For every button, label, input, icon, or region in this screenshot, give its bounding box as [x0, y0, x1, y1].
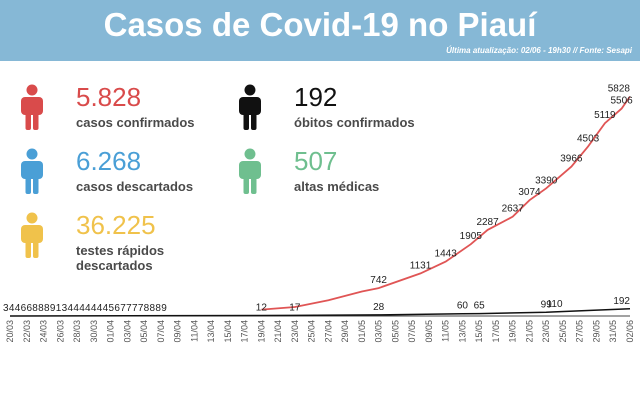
data-label: 28 — [373, 302, 385, 313]
update-subtitle: Última atualização: 02/06 - 19h30 // Fon… — [446, 46, 632, 55]
x-tick-label: 24/03 — [39, 320, 49, 343]
x-tick-label: 29/05 — [591, 320, 601, 343]
x-tick-label: 27/04 — [323, 320, 333, 343]
data-label: 3966 — [560, 154, 583, 165]
x-tick-label: 07/04 — [156, 320, 166, 343]
header-banner: Casos de Covid-19 no Piauí Última atuali… — [0, 0, 640, 61]
x-tick-label: 20/03 — [5, 320, 15, 343]
data-label: 99 — [541, 299, 553, 310]
x-tick-label: 09/04 — [173, 320, 183, 343]
x-tick-label: 05/04 — [139, 320, 149, 343]
x-tick-label: 11/05 — [441, 320, 451, 342]
x-tick-label: 01/05 — [357, 320, 367, 343]
x-tick-label: 26/03 — [55, 320, 65, 343]
stat-label: testes rápidos descartados — [76, 243, 165, 273]
x-tick-label: 25/05 — [558, 320, 568, 343]
data-label: 1131 — [410, 260, 432, 271]
data-label: 742 — [370, 275, 387, 286]
x-tick-label: 02/06 — [625, 320, 635, 343]
x-tick-label: 17/04 — [240, 320, 250, 343]
x-tick-label: 09/05 — [424, 320, 434, 343]
x-tick-label: 01/04 — [106, 320, 116, 343]
series-line — [261, 95, 631, 311]
stat-label: casos confirmados — [76, 115, 195, 130]
x-tick-label: 11/04 — [189, 320, 199, 342]
x-tick-label: 05/05 — [390, 320, 400, 343]
data-label: 4503 — [577, 133, 600, 144]
x-tick-label: 17/05 — [491, 320, 501, 343]
data-label: 3074 — [518, 187, 541, 198]
data-label: 1905 — [460, 231, 483, 242]
stat-label: altas médicas — [294, 179, 380, 194]
x-tick-label: 03/04 — [122, 320, 132, 343]
page-title: Casos de Covid-19 no Piauí — [103, 6, 537, 43]
x-tick-label: 13/05 — [457, 320, 467, 343]
x-tick-label: 19/04 — [256, 320, 266, 343]
stat-value: 507 — [294, 146, 338, 176]
data-label: 12 — [256, 303, 268, 314]
person-icon — [239, 148, 261, 194]
x-tick-label: 07/05 — [407, 320, 417, 343]
x-tick-label: 19/05 — [508, 320, 518, 343]
early-values-labels: 3446688891344444445677778889 — [3, 303, 167, 314]
data-label: 110 — [547, 299, 563, 310]
x-tick-label: 28/03 — [72, 320, 82, 343]
x-tick-label: 27/05 — [575, 320, 585, 343]
data-label: 5119 — [594, 110, 616, 121]
data-label: 192 — [613, 296, 630, 307]
data-label: 1443 — [435, 249, 458, 260]
x-tick-label: 13/04 — [206, 320, 216, 343]
data-label: 5828 — [608, 83, 631, 94]
data-label: 65 — [474, 301, 486, 312]
x-tick-label: 30/03 — [89, 320, 99, 343]
stat-label: casos descartados — [76, 179, 194, 194]
data-label: 2637 — [502, 204, 525, 215]
x-tick-label: 15/04 — [223, 320, 233, 343]
stat-value: 192 — [294, 82, 338, 112]
x-tick-label: 15/05 — [474, 320, 484, 343]
x-tick-label: 31/05 — [608, 320, 618, 343]
x-tick-label: 23/05 — [541, 320, 551, 343]
stat-value: 36.225 — [76, 210, 156, 240]
x-tick-label: 25/04 — [307, 320, 317, 343]
x-tick-label: 21/05 — [524, 320, 534, 343]
data-label: 3390 — [535, 175, 558, 186]
person-icon — [239, 84, 261, 130]
person-icon — [21, 84, 43, 130]
person-icon — [21, 148, 43, 194]
x-tick-label: 21/04 — [273, 320, 283, 343]
x-tick-label: 23/04 — [290, 320, 300, 343]
data-label: 17 — [289, 302, 301, 313]
stat-label: óbitos confirmados — [294, 115, 415, 130]
data-label: 5506 — [610, 96, 633, 107]
x-tick-label: 22/03 — [22, 320, 32, 343]
x-tick-label: 29/04 — [340, 320, 350, 343]
stat-value: 5.828 — [76, 82, 142, 112]
x-tick-label: 03/05 — [374, 320, 384, 343]
stat-value: 6.268 — [76, 146, 142, 176]
data-label: 2287 — [476, 217, 499, 228]
series-line — [9, 308, 631, 317]
person-icon — [21, 212, 43, 258]
data-label: 60 — [457, 301, 469, 312]
